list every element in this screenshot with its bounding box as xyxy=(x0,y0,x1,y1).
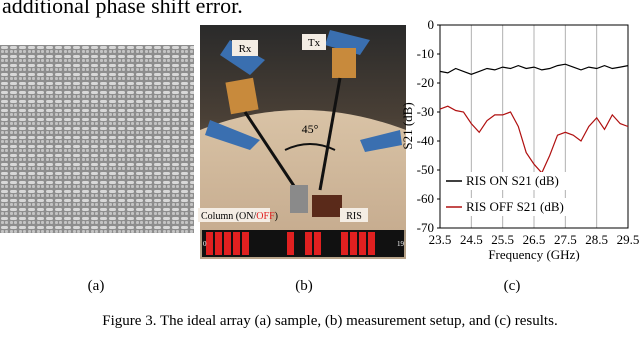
setup-photo xyxy=(198,25,406,259)
angle-label: 45° xyxy=(302,122,319,136)
column-label: Column (ON/OFF) xyxy=(201,211,278,222)
x-tick-label: 24.5 xyxy=(460,232,483,247)
y-tick-label: -10 xyxy=(417,46,434,61)
sample-photo xyxy=(0,45,194,233)
header-text: additional phase shift error. xyxy=(2,0,243,18)
data-line xyxy=(439,105,629,174)
legend-box xyxy=(443,198,593,216)
y-tick-label: -70 xyxy=(417,220,434,235)
chart: S21 (dB) Frequency (GHz) 23.5 24.5 25.5 26.… xyxy=(400,17,639,262)
data-line xyxy=(439,63,629,75)
panel-label: (b) xyxy=(295,278,313,294)
y-tick-label: -50 xyxy=(417,162,434,177)
x-tick-label: 28.5 xyxy=(585,232,608,247)
strip-start: 0 xyxy=(203,240,207,248)
ris-label: RIS xyxy=(346,211,362,222)
column-label-part: OFF xyxy=(256,211,275,222)
panel-label: (c) xyxy=(504,278,521,294)
x-axis-label: Frequency (GHz) xyxy=(488,247,579,262)
caption: Figure 3. The ideal array (a) sample, (b… xyxy=(102,313,557,329)
column-label-part: Column (ON/ xyxy=(201,211,257,222)
y-tick-label: -20 xyxy=(417,75,434,90)
legend-label: RIS OFF S21 (dB) xyxy=(466,199,564,214)
column-label-part: ) xyxy=(275,211,278,222)
legend-label: RIS ON S21 (dB) xyxy=(466,173,559,188)
y-tick-label: -30 xyxy=(417,104,434,119)
tx-label: Tx xyxy=(308,37,321,49)
strip-end: 19 xyxy=(397,240,405,248)
legend-box xyxy=(443,172,593,190)
y-axis-label: S21 (dB) xyxy=(400,102,415,149)
y-tick-label: -40 xyxy=(417,133,434,148)
x-tick-label: 23.5 xyxy=(429,232,452,247)
panel-label: (a) xyxy=(88,278,105,294)
x-tick-label: 25.5 xyxy=(491,232,514,247)
y-tick-label: 0 xyxy=(428,17,435,32)
x-tick-label: 29.5 xyxy=(617,232,640,247)
y-tick-label: -60 xyxy=(417,191,434,206)
x-tick-label: 27.5 xyxy=(554,232,577,247)
x-tick-label: 26.5 xyxy=(523,232,546,247)
rx-label: Rx xyxy=(239,43,252,55)
